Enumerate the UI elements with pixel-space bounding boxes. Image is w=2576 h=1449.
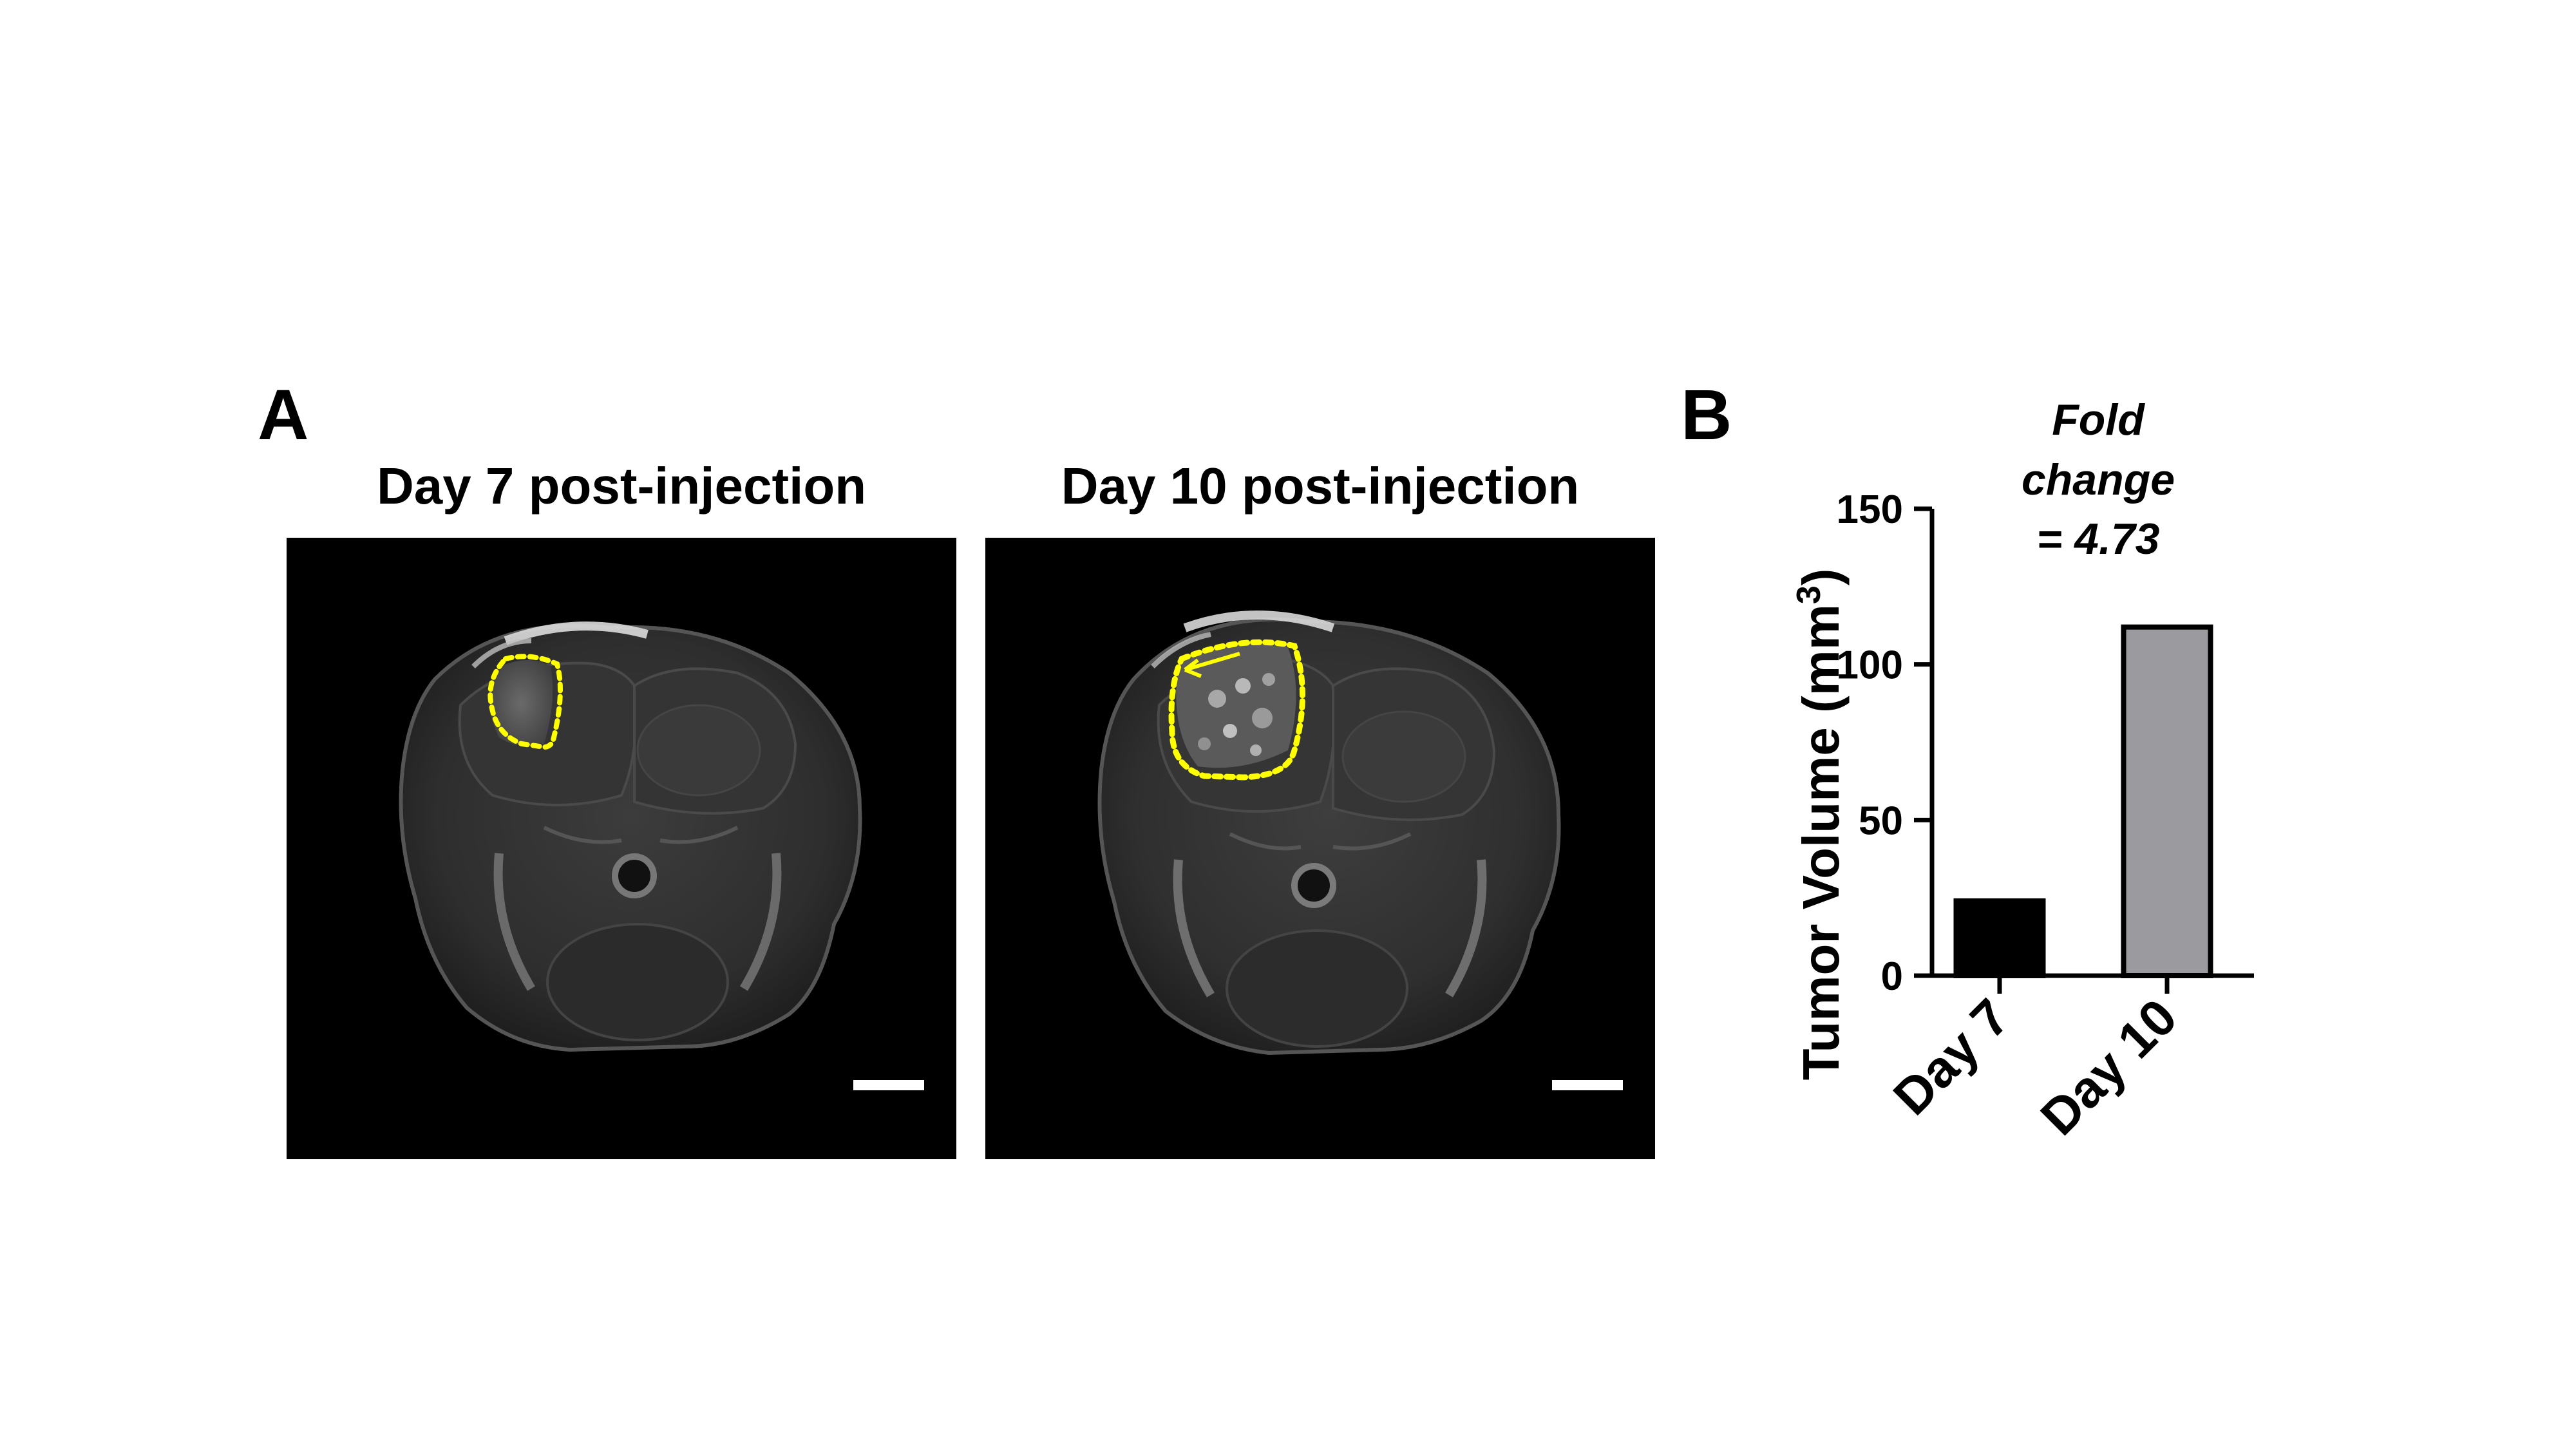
x-tick-label: Day 7 bbox=[1882, 988, 2020, 1126]
panel-b-label: B bbox=[1681, 375, 1732, 455]
fold-change-line2: change bbox=[2022, 455, 2175, 504]
fold-change-line1: Fold bbox=[2052, 395, 2145, 444]
y-tick-label: 100 bbox=[1837, 643, 1903, 688]
y-axis-label-close: ) bbox=[1792, 569, 1850, 586]
day10-image-title: Day 10 post-injection bbox=[1061, 457, 1580, 515]
y-tick-label: 150 bbox=[1837, 488, 1903, 532]
mri-image-day7 bbox=[287, 538, 956, 1159]
scale-bar bbox=[1552, 1080, 1623, 1090]
day7-image-title: Day 7 post-injection bbox=[376, 457, 867, 515]
tumor-outline-day10 bbox=[1168, 639, 1305, 781]
tumor-volume-bar-chart: Fold change = 4.73 Tumor Volume (mm3) 0 5… bbox=[1790, 395, 2254, 1146]
y-tick-label: 0 bbox=[1881, 954, 1903, 999]
bar-day-7 bbox=[1953, 898, 2046, 978]
bar-day-10 bbox=[2121, 624, 2213, 978]
y-tick-label: 50 bbox=[1859, 799, 1903, 843]
y-axis-label-superscript: 3 bbox=[1790, 585, 1828, 604]
fold-change-line3: = 4.73 bbox=[2037, 515, 2160, 564]
panel-a-label: A bbox=[258, 375, 309, 455]
chart-bars bbox=[1953, 624, 2213, 978]
y-axis-label: Tumor Volume (mm3) bbox=[1790, 569, 1850, 1081]
arrow-annotation bbox=[1184, 652, 1240, 672]
tumor-outline-day7 bbox=[488, 654, 563, 750]
y-axis-label-text: Tumor Volume (mm bbox=[1792, 604, 1850, 1080]
scale-bar bbox=[853, 1080, 924, 1090]
mri-image-day10 bbox=[985, 538, 1655, 1159]
x-tick-label: Day 10 bbox=[2030, 988, 2188, 1146]
